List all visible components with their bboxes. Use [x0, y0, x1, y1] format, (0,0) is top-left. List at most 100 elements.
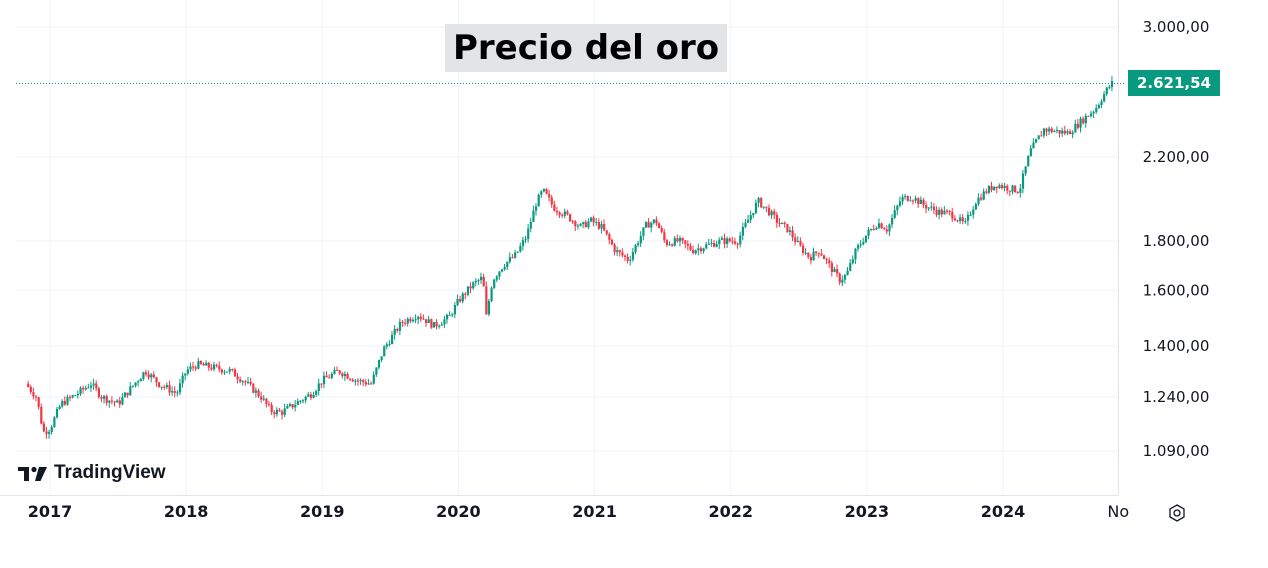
- candle-down: [778, 218, 781, 227]
- candle-down: [95, 380, 98, 392]
- candle-up: [527, 224, 530, 243]
- candle-up: [888, 223, 891, 237]
- candle-down: [820, 248, 823, 257]
- candle-down: [309, 391, 313, 401]
- candle-up: [89, 381, 93, 392]
- candle-down: [647, 218, 650, 228]
- candle-up: [500, 268, 504, 273]
- candle-up: [532, 205, 535, 223]
- candle-up: [354, 379, 357, 386]
- candle-up: [634, 243, 637, 255]
- candle-up: [223, 369, 226, 376]
- candle-up: [856, 243, 860, 252]
- candle-down: [922, 197, 925, 208]
- candle-down: [548, 189, 551, 202]
- candle-down: [712, 239, 716, 248]
- candle-up: [563, 208, 566, 219]
- candle-down: [346, 372, 349, 380]
- candle-up: [398, 318, 402, 336]
- candle-down: [158, 382, 161, 388]
- candle-down: [328, 374, 331, 379]
- candle-down: [152, 371, 155, 379]
- candle-up: [490, 286, 493, 303]
- candle-up: [1021, 169, 1025, 194]
- candle-down: [935, 206, 938, 217]
- candle-down: [422, 314, 425, 320]
- candle-up: [438, 324, 441, 329]
- candle-up: [1055, 126, 1059, 134]
- candle-down: [320, 383, 323, 389]
- candle-down: [485, 281, 488, 315]
- candle-up: [184, 373, 187, 381]
- candle-up: [702, 247, 705, 254]
- candle-up: [131, 385, 135, 388]
- x-tick-label: 2017: [28, 502, 73, 521]
- candle-up: [752, 213, 755, 219]
- candle-up: [178, 378, 182, 396]
- candle-down: [802, 242, 805, 256]
- candle-up: [534, 203, 538, 216]
- candle-up: [718, 237, 721, 250]
- candle-up: [296, 398, 299, 406]
- candle-up: [1048, 126, 1051, 136]
- y-tick-label: 1.090,00: [1143, 442, 1210, 460]
- candle-up: [1037, 135, 1040, 140]
- candle-up: [519, 242, 522, 253]
- candle-up: [804, 248, 807, 256]
- candle-down: [838, 272, 841, 286]
- candle-down: [783, 221, 786, 228]
- candle-up: [1074, 119, 1077, 133]
- candle-up: [103, 394, 106, 404]
- candle-up: [1034, 138, 1038, 144]
- candle-down: [199, 360, 203, 365]
- candle-down: [1087, 115, 1090, 117]
- candle-up: [477, 278, 480, 285]
- candle-down: [396, 327, 399, 333]
- candle-down: [623, 254, 627, 262]
- candle-up: [972, 206, 975, 219]
- candle-down: [364, 379, 368, 387]
- candle-down: [699, 246, 703, 254]
- candle-up: [812, 247, 815, 261]
- candle-up: [312, 391, 315, 399]
- candle-up: [286, 403, 289, 409]
- candle-up: [87, 383, 90, 389]
- candle-up: [189, 362, 192, 372]
- candle-down: [555, 206, 559, 216]
- x-tick-label: 2022: [708, 502, 753, 521]
- candle-up: [644, 221, 648, 229]
- candle-down: [113, 400, 116, 407]
- candle-up: [254, 387, 258, 398]
- candle-up: [283, 403, 286, 418]
- candle-down: [733, 237, 737, 246]
- candle-down: [267, 400, 271, 407]
- candle-up: [943, 206, 946, 215]
- candle-up: [385, 342, 388, 350]
- candle-up: [503, 264, 506, 271]
- candle-down: [42, 421, 46, 433]
- candle-down: [592, 215, 595, 227]
- candle-down: [1058, 129, 1061, 138]
- candle-up: [506, 261, 509, 271]
- gear-icon[interactable]: [1168, 504, 1186, 522]
- candle-up: [1061, 127, 1064, 137]
- candle-up: [205, 360, 208, 366]
- candle-up: [909, 196, 912, 202]
- candle-down: [278, 407, 281, 412]
- candle-down: [880, 222, 883, 229]
- candle-up: [631, 247, 635, 262]
- candle-down: [63, 396, 66, 406]
- candle-down: [836, 264, 839, 278]
- axis-mask: [1130, 500, 1160, 530]
- candle-down: [351, 378, 354, 382]
- candle-down: [265, 398, 268, 408]
- candle-up: [938, 206, 941, 220]
- candle-down: [1045, 127, 1048, 137]
- candle-up: [987, 185, 991, 195]
- candle-up: [304, 395, 307, 404]
- candle-down: [773, 208, 776, 220]
- candle-down: [511, 253, 514, 259]
- candle-down: [218, 361, 221, 373]
- candle-down: [990, 181, 993, 193]
- candle-up: [697, 243, 700, 256]
